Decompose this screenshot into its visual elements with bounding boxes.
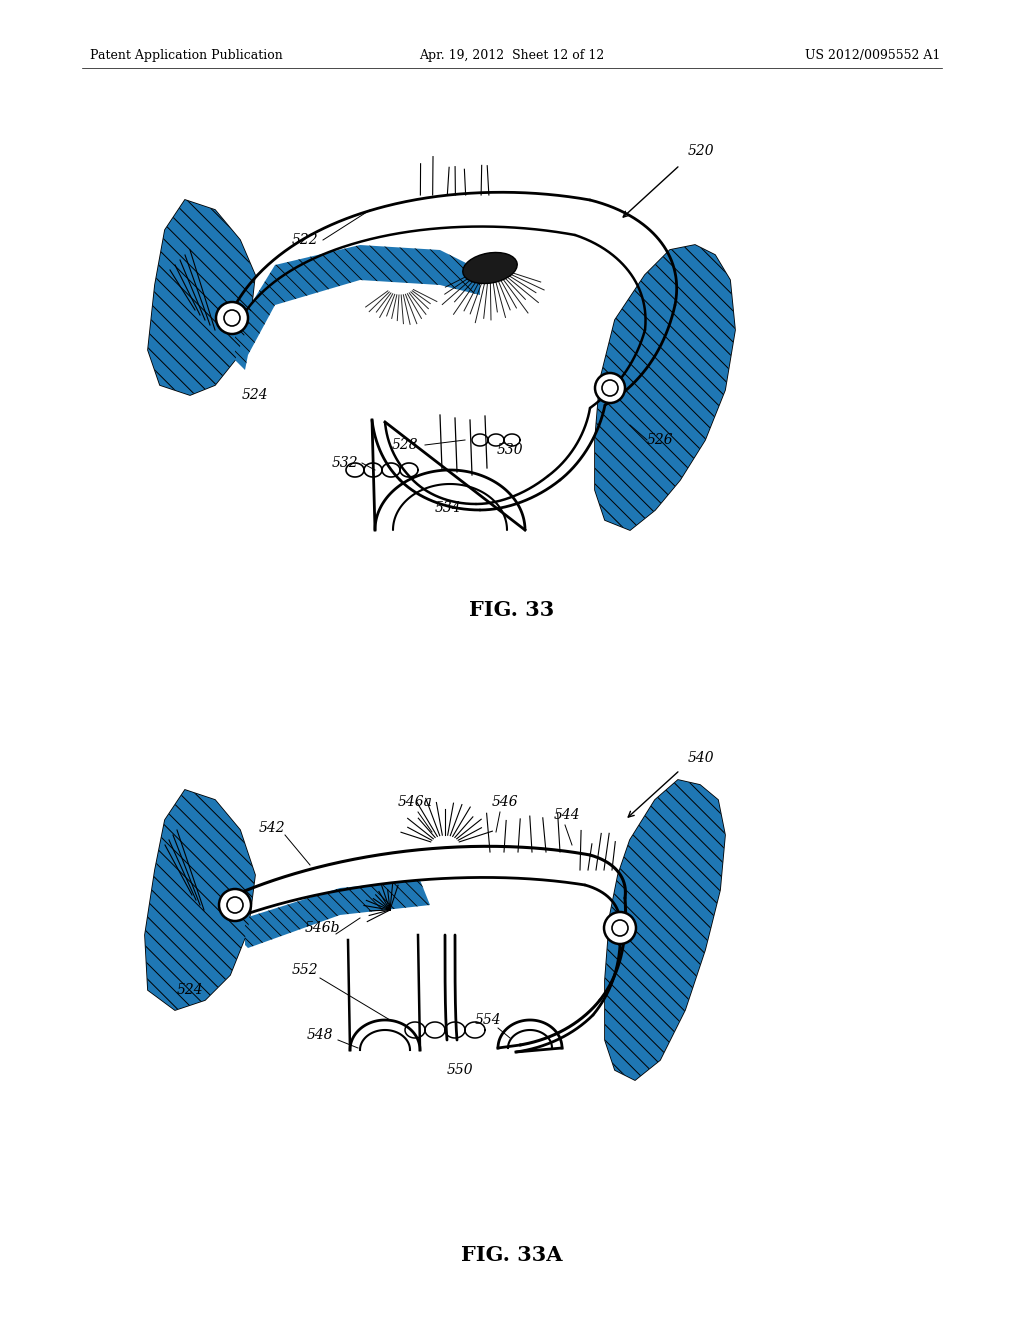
Circle shape [216, 302, 248, 334]
Polygon shape [605, 780, 725, 1080]
Text: US 2012/0095552 A1: US 2012/0095552 A1 [805, 49, 940, 62]
Text: 554: 554 [475, 1012, 502, 1027]
Polygon shape [234, 246, 480, 370]
Text: 542: 542 [259, 821, 286, 836]
Text: 546a: 546a [397, 795, 432, 809]
Text: 524: 524 [242, 388, 268, 403]
Text: 522: 522 [292, 234, 318, 247]
Text: 546b: 546b [304, 921, 340, 935]
Text: 520: 520 [688, 144, 715, 158]
Text: 524: 524 [177, 983, 204, 997]
Polygon shape [148, 201, 255, 395]
Circle shape [219, 888, 251, 921]
Text: 544: 544 [554, 808, 581, 822]
Text: 526: 526 [647, 433, 674, 447]
Polygon shape [145, 789, 255, 1010]
Text: 548: 548 [306, 1028, 334, 1041]
Circle shape [595, 374, 625, 403]
Text: 530: 530 [497, 444, 523, 457]
Text: 552: 552 [292, 964, 318, 977]
Text: Apr. 19, 2012  Sheet 12 of 12: Apr. 19, 2012 Sheet 12 of 12 [420, 49, 604, 62]
Text: 528: 528 [392, 438, 419, 451]
Text: FIG. 33: FIG. 33 [469, 601, 555, 620]
Polygon shape [595, 246, 735, 531]
Text: 534: 534 [434, 502, 462, 515]
Text: 540: 540 [688, 751, 715, 766]
Text: 546: 546 [492, 795, 518, 809]
Circle shape [604, 912, 636, 944]
Text: FIG. 33A: FIG. 33A [461, 1245, 563, 1265]
Text: 550: 550 [446, 1063, 473, 1077]
Text: Patent Application Publication: Patent Application Publication [90, 49, 283, 62]
Ellipse shape [463, 252, 517, 284]
Text: 532: 532 [332, 455, 358, 470]
Polygon shape [245, 880, 430, 948]
